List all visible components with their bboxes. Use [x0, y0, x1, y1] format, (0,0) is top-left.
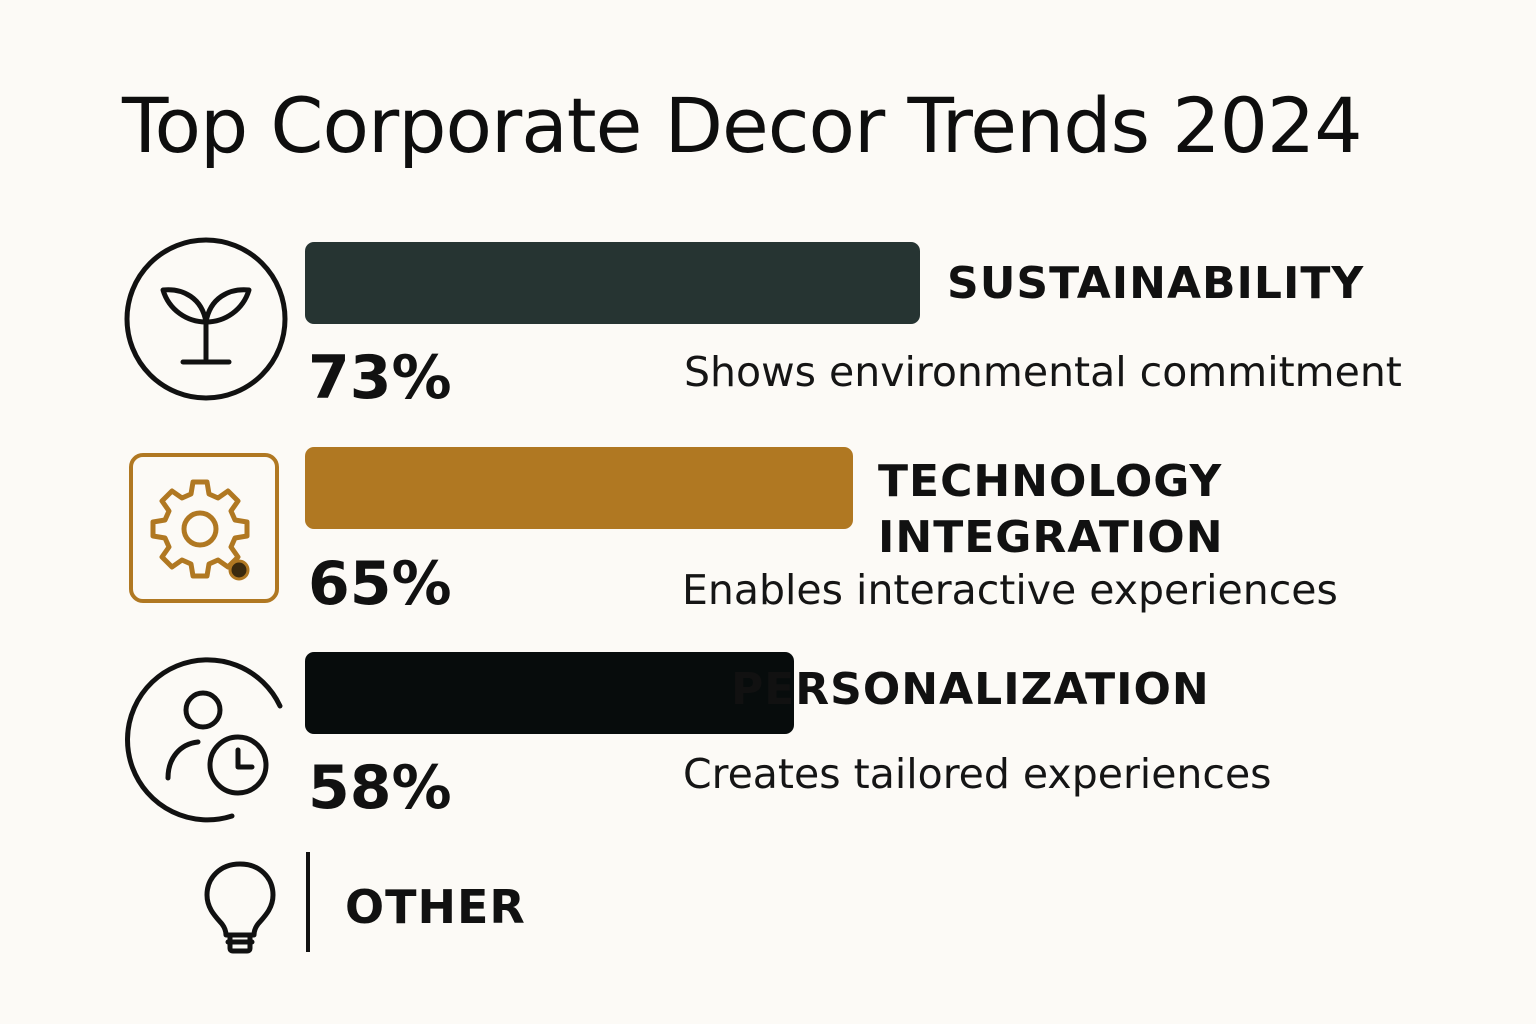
description-sustainability: Shows environmental commitment [684, 348, 1402, 396]
person-clock-icon [125, 657, 283, 823]
other-divider [306, 852, 310, 952]
value-label-technology-integration: 65% [308, 549, 452, 619]
other-label: OTHER [345, 880, 526, 934]
chart-title: Top Corporate Decor Trends 2024 [122, 81, 1363, 170]
lightbulb-icon [204, 861, 276, 954]
description-personalization: Creates tailored experiences [683, 750, 1272, 798]
trend-row-technology-integration: 65% TECHNOLOGY INTEGRATION Enables inter… [0, 442, 1536, 642]
value-label-sustainability: 73% [308, 343, 452, 413]
sprout-icon [124, 237, 288, 401]
category-label-personalization: PERSONALIZATION [731, 664, 1210, 715]
description-technology-integration: Enables interactive experiences [682, 566, 1338, 614]
trend-row-personalization: 58% PERSONALIZATION Creates tailored exp… [0, 648, 1536, 848]
bar-technology-integration [305, 447, 853, 529]
category-label-technology-integration: TECHNOLOGY INTEGRATION [878, 456, 1224, 563]
bar-sustainability [305, 242, 920, 324]
category-label-sustainability: SUSTAINABILITY [947, 258, 1365, 309]
trend-row-sustainability: 73% SUSTAINABILITY Shows environmental c… [0, 236, 1536, 436]
bar-personalization [305, 652, 794, 734]
value-label-personalization: 58% [308, 753, 452, 823]
trend-row-other: OTHER [0, 850, 800, 960]
gear-icon [129, 453, 279, 603]
